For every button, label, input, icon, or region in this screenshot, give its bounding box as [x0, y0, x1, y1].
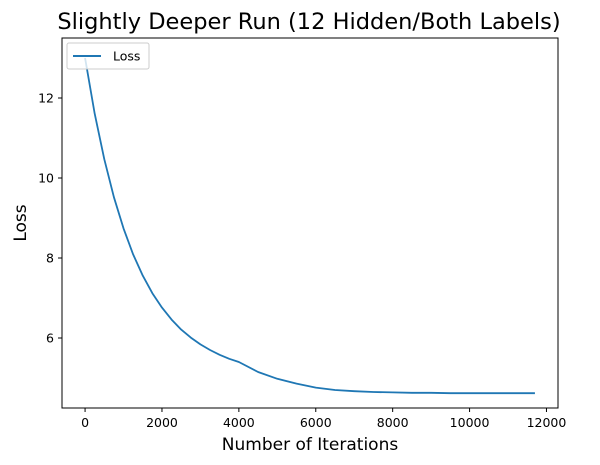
- plot-area-frame: [61, 37, 559, 409]
- y-tick-label: 6: [46, 331, 54, 346]
- y-axis-label: Loss: [11, 204, 31, 241]
- x-axis-label: Number of Iterations: [222, 435, 399, 455]
- x-tick-label: 8000: [377, 415, 409, 430]
- x-tick-label: 4000: [223, 415, 255, 430]
- series-layer: [84, 57, 535, 395]
- x-tick-label: 2000: [146, 415, 178, 430]
- legend: Loss: [66, 42, 150, 70]
- series-line-loss: [84, 57, 535, 395]
- y-tick-label: 12: [38, 91, 54, 106]
- x-tick-label: 10000: [450, 415, 490, 430]
- x-tick-label: 0: [81, 415, 89, 430]
- y-axis: 6 8 10 12: [38, 91, 62, 346]
- y-tick-label: 8: [46, 251, 54, 266]
- x-tick-label: 12000: [527, 415, 567, 430]
- y-tick-label: 10: [38, 171, 54, 186]
- legend-label-loss: Loss: [113, 49, 140, 64]
- x-tick-label: 6000: [300, 415, 332, 430]
- legend-box: [66, 42, 150, 70]
- chart-title: Slightly Deeper Run (12 Hidden/Both Labe…: [57, 9, 560, 35]
- x-axis: 0 2000 4000 6000 8000 10000 12000: [81, 408, 566, 430]
